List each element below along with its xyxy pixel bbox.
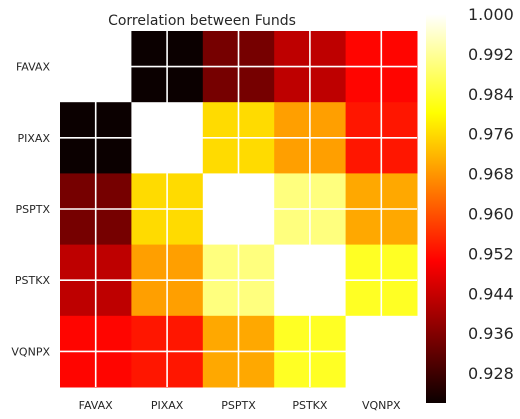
x-tick-label: PSTKX <box>292 399 328 412</box>
colorbar-tick-label: 0.976 <box>468 125 514 144</box>
colorbar-tick-label: 0.992 <box>468 45 514 64</box>
y-tick-labels: FAVAX PIXAX PSPTX PSTKX VQNPX <box>11 61 50 359</box>
colorbar-tick-label: 0.936 <box>468 324 514 343</box>
y-tick-label: PSTKX <box>15 274 51 287</box>
x-tick-label: PSPTX <box>221 399 256 412</box>
y-tick-label: FAVAX <box>16 61 50 74</box>
x-tick-labels: FAVAX PIXAX PSPTX PSTKX VQNPX <box>79 399 401 412</box>
x-tick-label: FAVAX <box>79 399 113 412</box>
y-tick-label: PIXAX <box>18 132 51 145</box>
colorbar-tick-label: 1.000 <box>468 5 514 24</box>
colorbar-tick-label: 0.952 <box>468 244 514 263</box>
y-tick-label: PSPTX <box>15 203 50 216</box>
chart-title: Correlation between Funds <box>108 13 296 29</box>
colorbar-tick-label: 0.944 <box>468 284 514 303</box>
colorbar-bar <box>426 14 446 403</box>
colorbar-tick-label: 0.968 <box>468 165 514 184</box>
colorbar: 0.928 0.936 0.944 0.952 0.960 0.968 0.976 0.984… <box>426 5 514 403</box>
x-tick-label: PIXAX <box>151 399 184 412</box>
heatmap-grid <box>60 31 417 387</box>
colorbar-tick-label: 0.960 <box>468 204 514 223</box>
colorbar-tick-label: 0.984 <box>468 85 514 104</box>
colorbar-tick-label: 0.928 <box>468 364 514 383</box>
colorbar-labels: 0.928 0.936 0.944 0.952 0.960 0.968 0.976 0.984… <box>468 5 514 383</box>
y-tick-label: VQNPX <box>11 345 50 358</box>
x-tick-label: VQNPX <box>362 399 401 412</box>
